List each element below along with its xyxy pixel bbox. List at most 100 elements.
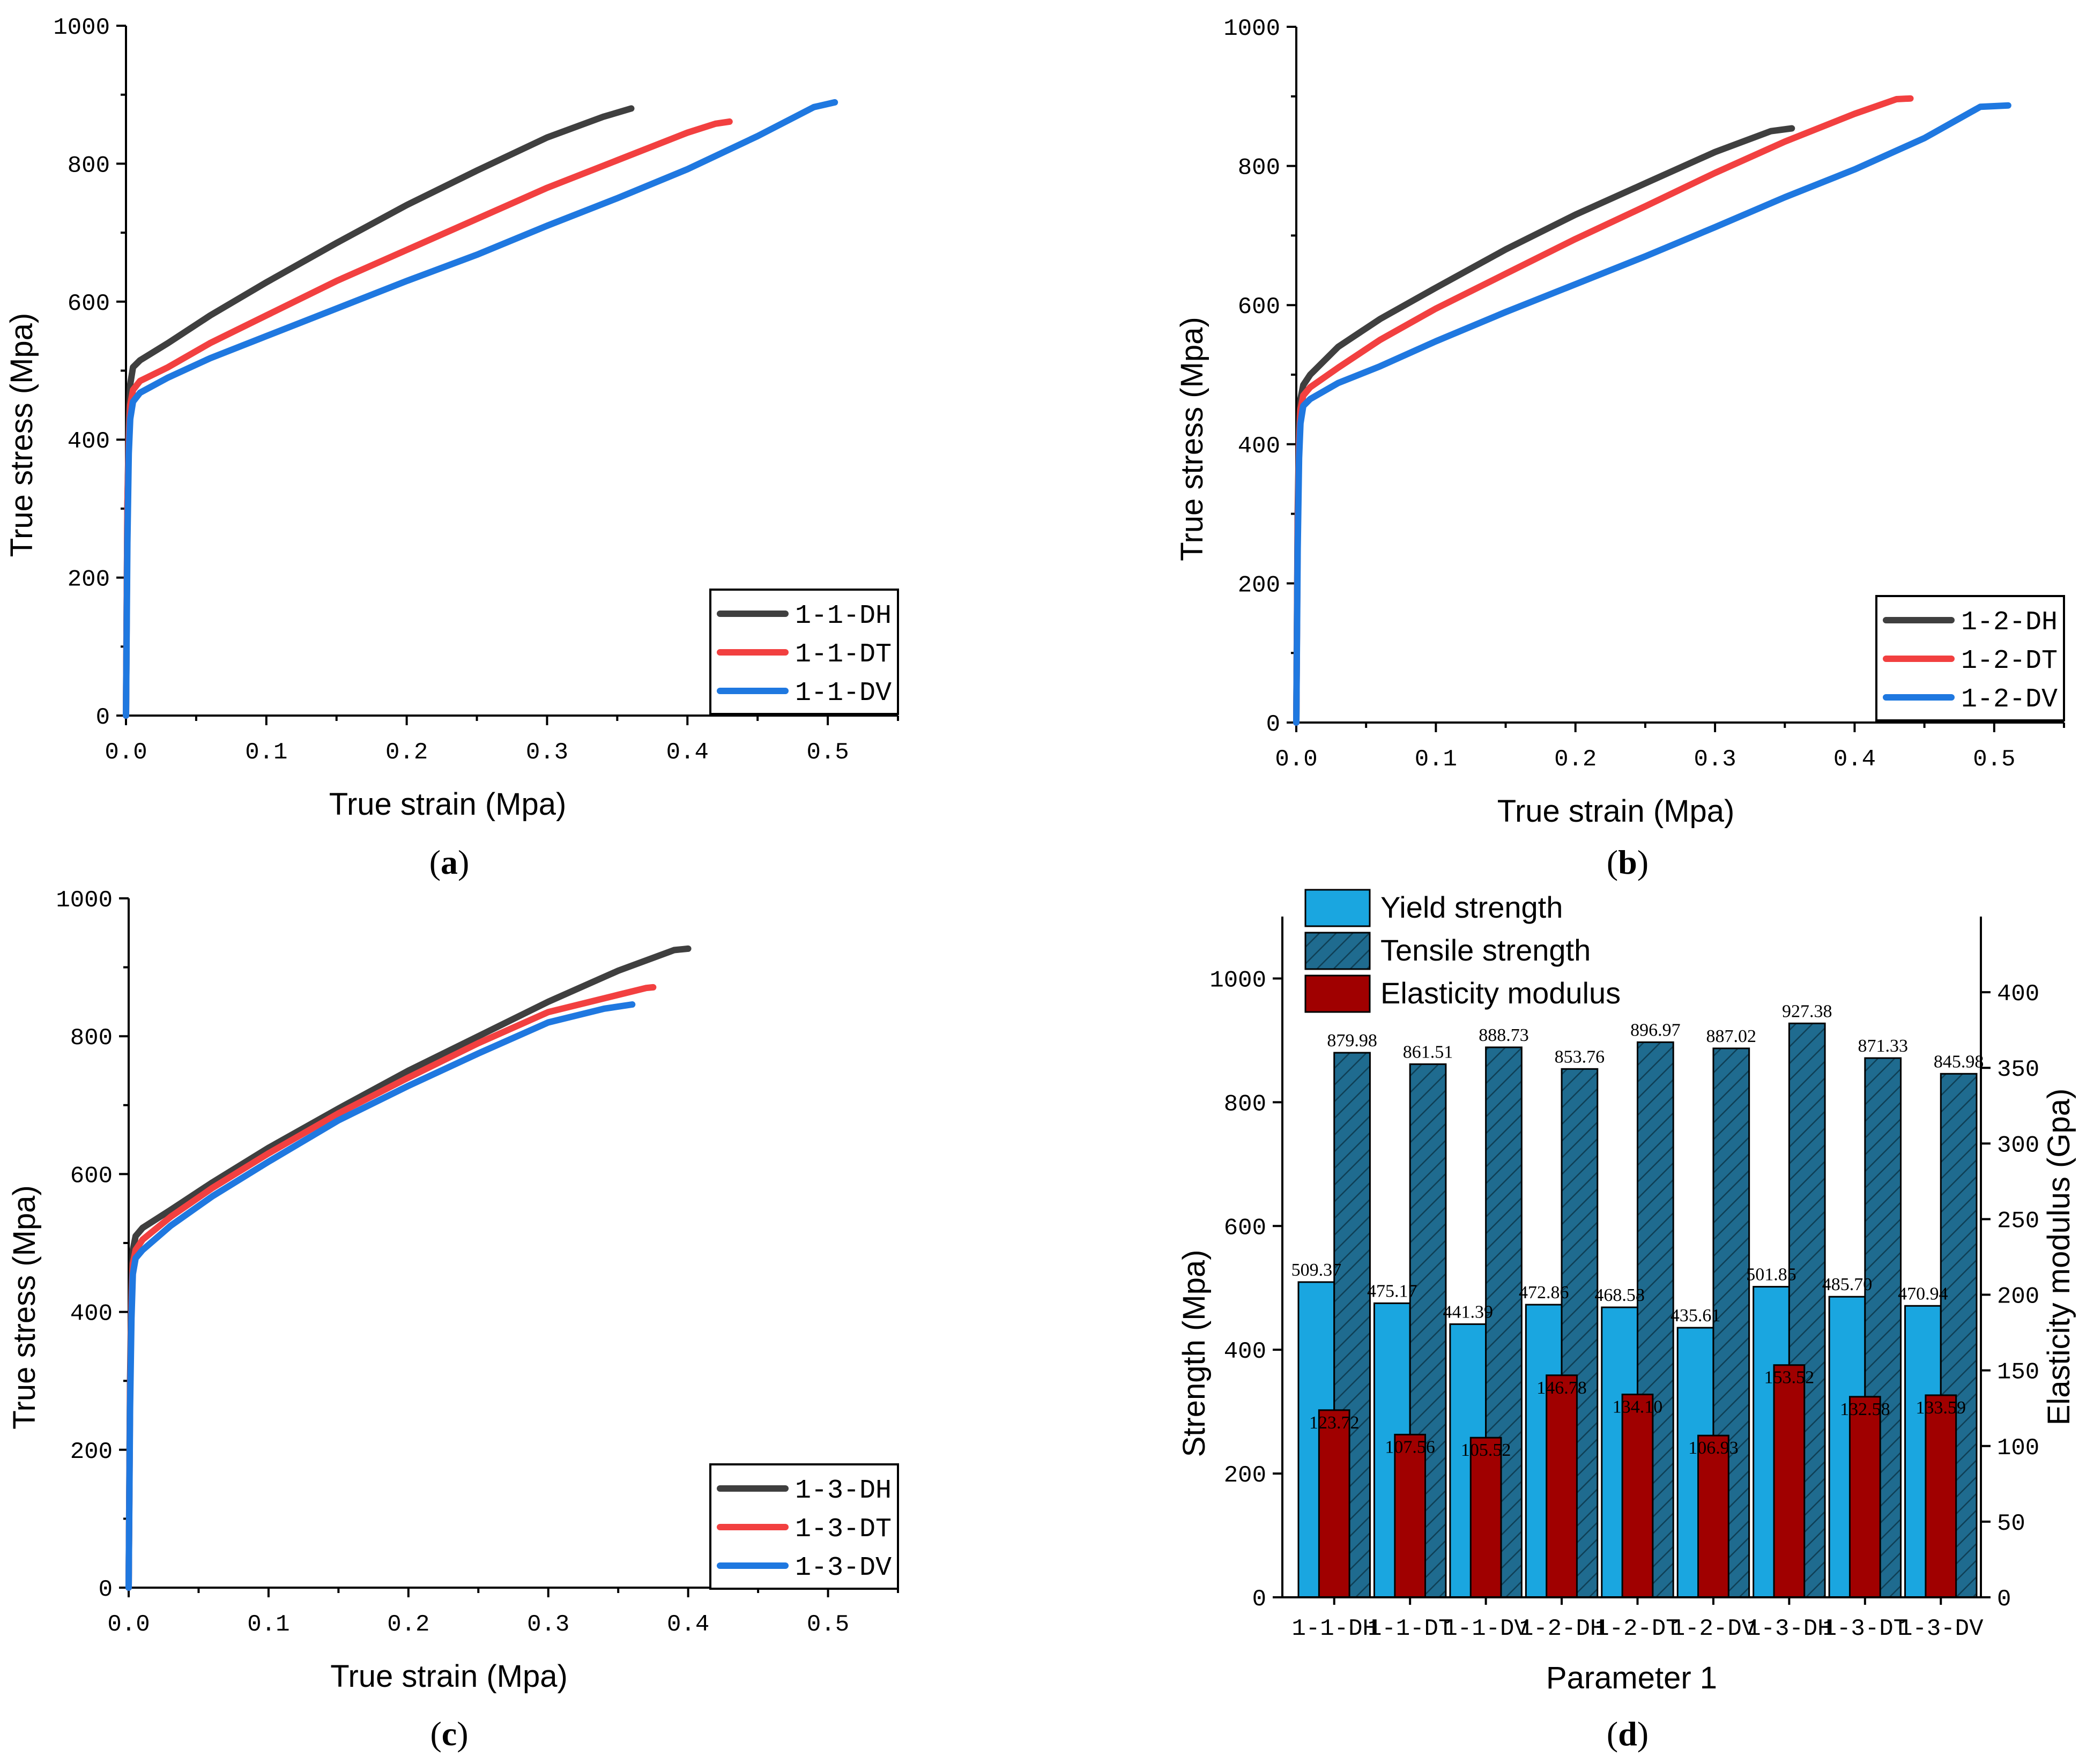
x-axis-title: Parameter 1 xyxy=(1546,1661,1717,1695)
y-tick-label: 200 xyxy=(70,1439,113,1465)
y2-tick-label: 400 xyxy=(1997,981,2039,1008)
x-tick-label: 0.0 xyxy=(107,1611,150,1638)
x-tick-label: 0.0 xyxy=(1275,746,1317,773)
panel-d-bar-chart: 509.37 879.98 123.72 1-1-DH 475.17 861.51 107.… xyxy=(1177,889,2076,1695)
series-line-1-2-DV xyxy=(1293,102,2011,726)
legend-label: 1-2-DT xyxy=(1961,646,2058,676)
y2-tick-label: 200 xyxy=(1997,1284,2039,1311)
yield-value-label: 509.37 xyxy=(1291,1260,1342,1280)
legend-label: 1-3-DT xyxy=(795,1514,892,1545)
y-tick-label: 400 xyxy=(1238,433,1280,460)
legend-swatch xyxy=(1304,974,1371,1013)
x-category-label: 1-3-DH xyxy=(1747,1616,1831,1642)
bar-group-1-2-DH: 472.86 853.76 146.78 1-2-DH xyxy=(1519,1047,1605,1642)
y-tick-label: 400 xyxy=(68,428,110,455)
bar-group-1-2-DV: 435.61 887.02 106.93 1-2-DV xyxy=(1670,1026,1756,1642)
y-tick-label: 1000 xyxy=(56,887,113,914)
y-tick-label: 200 xyxy=(1224,1462,1266,1489)
y-tick-label: 800 xyxy=(70,1025,113,1052)
y-tick-label: 0 xyxy=(96,704,110,731)
legend-label: 1-2-DV xyxy=(1961,684,2058,715)
x-category-label: 1-1-DT xyxy=(1368,1616,1452,1642)
x-tick-label: 0.5 xyxy=(1973,746,2015,773)
y-tick-label: 800 xyxy=(68,152,110,179)
y2-tick-label: 250 xyxy=(1997,1208,2039,1234)
panel-c-line-chart: 0.0 0.1 0.2 0.3 0.4 0.5 0 200 400 600 800 1000 True … xyxy=(7,887,899,1694)
tensile-value-label: 887.02 xyxy=(1706,1026,1757,1046)
bar-group-1-2-DT: 468.58 896.97 134.10 1-2-DT xyxy=(1594,1020,1680,1642)
x-tick-label: 0.2 xyxy=(385,739,428,766)
y-tick-label: 1000 xyxy=(53,14,110,41)
x-axis-title: True strain (Mpa) xyxy=(329,787,567,822)
y-tick-label: 600 xyxy=(70,1163,113,1189)
modulus-bar xyxy=(1697,1434,1729,1598)
y-axis-title: True stress (Mpa) xyxy=(7,1185,42,1429)
modulus-bar xyxy=(1318,1409,1350,1598)
modulus-value-label: 105.52 xyxy=(1461,1440,1511,1460)
series-line-1-2-DT xyxy=(1293,95,1914,726)
x-tick-label: 0.3 xyxy=(1694,746,1736,773)
y2-tick-label: 100 xyxy=(1997,1435,2039,1462)
x-tick-label: 0.0 xyxy=(105,739,147,766)
y-tick-label: 0 xyxy=(99,1576,113,1603)
y-axis-title: True stress (Mpa) xyxy=(4,313,39,557)
y-tick-label: 800 xyxy=(1238,155,1280,182)
bar-group-1-1-DT: 475.17 861.51 107.56 1-1-DT xyxy=(1367,1042,1453,1642)
modulus-value-label: 107.56 xyxy=(1385,1437,1435,1457)
yield-value-label: 468.58 xyxy=(1594,1285,1645,1305)
tensile-value-label: 896.97 xyxy=(1630,1020,1681,1040)
x-axis-title: True strain (Mpa) xyxy=(1497,794,1735,829)
legend: 1-3-DH 1-3-DT 1-3-DV xyxy=(709,1463,899,1590)
legend-label: 1-2-DH xyxy=(1961,607,2058,638)
y2-axis-title: Elasticity modulus (Gpa) xyxy=(2041,1089,2076,1426)
modulus-value-label: 123.72 xyxy=(1309,1413,1360,1433)
series-line-1-1-DV xyxy=(123,99,838,719)
y2-tick-label: 50 xyxy=(1997,1510,2025,1537)
tensile-value-label: 927.38 xyxy=(1782,1001,1832,1021)
modulus-bar xyxy=(1848,1396,1881,1598)
x-category-label: 1-2-DT xyxy=(1595,1616,1680,1642)
y-tick-label: 1000 xyxy=(1209,967,1266,994)
caption-d: (d) xyxy=(1607,1715,1649,1753)
panel-captions: (a) (b) (c) (d) xyxy=(429,843,1649,1753)
series-line-1-2-DH xyxy=(1293,125,1795,726)
x-tick-label: 0.4 xyxy=(1833,746,1876,773)
x-tick-label: 0.1 xyxy=(247,1611,289,1638)
modulus-bar xyxy=(1925,1394,1957,1598)
y-tick-label: 400 xyxy=(1224,1338,1266,1365)
tensile-value-label: 871.33 xyxy=(1858,1036,1908,1056)
legend-swatch xyxy=(1304,889,1371,927)
series-line-1-1-DH xyxy=(123,105,635,719)
y-tick-label: 600 xyxy=(68,291,110,317)
modulus-value-label: 146.78 xyxy=(1536,1378,1587,1398)
x-category-label: 1-3-DT xyxy=(1823,1616,1907,1642)
y2-tick-label: 300 xyxy=(1997,1132,2039,1159)
caption-c: (c) xyxy=(430,1715,468,1753)
yield-value-label: 441.39 xyxy=(1443,1302,1494,1322)
legend-label: 1-1-DT xyxy=(795,639,892,670)
x-tick-label: 0.1 xyxy=(1415,746,1457,773)
y2-tick-label: 150 xyxy=(1997,1359,2039,1386)
tensile-value-label: 879.98 xyxy=(1327,1031,1377,1051)
caption-a: (a) xyxy=(429,843,470,881)
modulus-value-label: 132.58 xyxy=(1840,1400,1890,1419)
x-category-label: 1-3-DV xyxy=(1898,1616,1984,1642)
tensile-value-label: 888.73 xyxy=(1479,1025,1529,1045)
legend: Yield strength Tensile strength Elasticity… xyxy=(1304,889,1621,1013)
y-tick-label: 600 xyxy=(1238,294,1280,321)
x-axis-title: True strain (Mpa) xyxy=(330,1659,568,1694)
x-tick-label: 0.3 xyxy=(527,1611,569,1638)
legend-swatch xyxy=(1304,932,1371,970)
legend-label: Elasticity modulus xyxy=(1380,976,1621,1010)
legend: 1-1-DH 1-1-DT 1-1-DV xyxy=(709,589,899,715)
y-tick-label: 800 xyxy=(1224,1091,1266,1118)
series-line-1-1-DT xyxy=(123,118,733,719)
modulus-value-label: 153.52 xyxy=(1764,1368,1815,1388)
panel-b-line-chart: 0.0 0.1 0.2 0.3 0.4 0.5 0 200 400 600 800 1000 True … xyxy=(1175,16,2065,829)
modulus-value-label: 106.93 xyxy=(1688,1438,1739,1458)
x-tick-label: 0.2 xyxy=(387,1611,429,1638)
yield-value-label: 475.17 xyxy=(1367,1281,1417,1301)
y-axis-title: True stress (Mpa) xyxy=(1175,317,1209,561)
y-axis-title: Strength (Mpa) xyxy=(1177,1250,1212,1457)
